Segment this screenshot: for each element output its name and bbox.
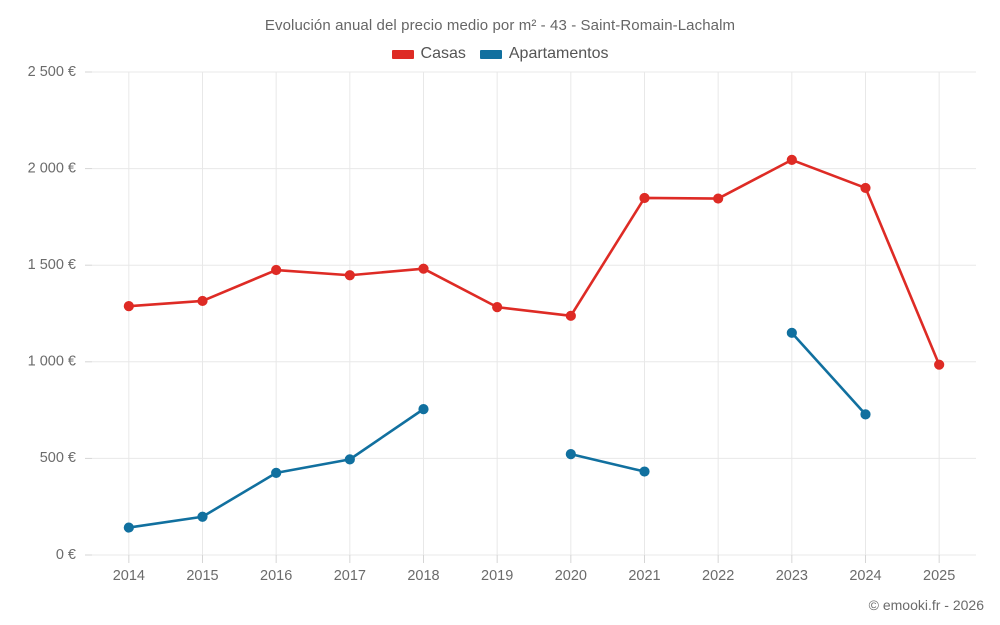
data-point-marker[interactable] [786,154,797,166]
chart-legend: Casas Apartamentos [0,45,1000,63]
data-point-marker[interactable] [418,404,429,415]
legend-swatch-apartamentos [479,49,502,59]
y-axis-tick-label: 2 000 € [28,160,76,176]
legend-label-casas: Casas [420,45,466,62]
grid-lines [92,71,976,556]
data-point-marker[interactable] [418,263,429,274]
data-point-marker[interactable] [934,359,945,370]
x-axis-tick-label: 2016 [260,568,292,584]
data-point-marker[interactable] [860,409,871,420]
data-point-marker[interactable] [565,310,576,321]
x-axis-tick-label: 2021 [628,568,660,584]
data-point-marker[interactable] [123,522,134,533]
y-axis-tick-label: 1 500 € [28,257,76,273]
legend-swatch-casas [391,49,414,59]
y-axis-tick-label: 2 500 € [28,64,76,80]
x-axis-tick-label: 2018 [407,568,439,584]
series-line-casas [127,158,941,366]
series-line-apartamentos [790,331,867,416]
x-axis-tick-label: 2017 [334,568,366,584]
x-axis-tick-label: 2020 [555,568,587,584]
chart-title: Evolución anual del precio medio por m² … [264,17,736,34]
data-point-marker[interactable] [271,467,282,478]
y-axis-tick-label: 0 € [56,547,76,563]
data-point-marker[interactable] [860,182,871,194]
x-axis-tick-label: 2014 [113,568,145,584]
data-point-marker[interactable] [786,327,797,338]
data-point-marker[interactable] [565,449,576,460]
series-line-apartamentos [569,452,646,473]
x-axis-tick-label: 2023 [776,568,808,584]
y-axis-labels: 0 € 500 € 1 000 € 1 500 € 2 000 € 2 500 € [28,64,92,563]
data-point-marker[interactable] [197,511,208,522]
legend-item-casas[interactable]: Casas [391,45,466,63]
legend-item-apartamentos[interactable]: Apartamentos [479,45,609,63]
data-point-marker[interactable] [123,301,134,312]
data-point-marker[interactable] [344,454,355,465]
data-point-marker[interactable] [492,302,503,313]
x-axis-labels: 2014 2015 2016 2017 2018 2019 2020 2021 2022 2023… [113,555,955,584]
legend-label-apartamentos: Apartamentos [508,45,609,62]
y-axis-tick-label: 500 € [40,450,76,466]
data-point-marker[interactable] [197,295,208,307]
data-point-marker[interactable] [713,193,724,204]
data-point-marker[interactable] [344,270,355,281]
data-series-layer [123,154,945,533]
x-axis-tick-label: 2015 [186,568,218,584]
data-point-marker[interactable] [271,264,282,276]
x-axis-tick-label: 2022 [702,568,734,584]
credit-text: © emooki.fr - 2026 [868,597,984,613]
x-axis-tick-label: 2025 [923,568,955,584]
y-axis-tick-label: 1 000 € [28,354,76,370]
data-point-marker[interactable] [639,192,650,204]
x-grid-lines [128,72,940,555]
x-axis-tick-label: 2024 [849,568,881,584]
data-point-marker[interactable] [639,466,650,477]
x-axis-tick-label: 2019 [481,568,513,584]
